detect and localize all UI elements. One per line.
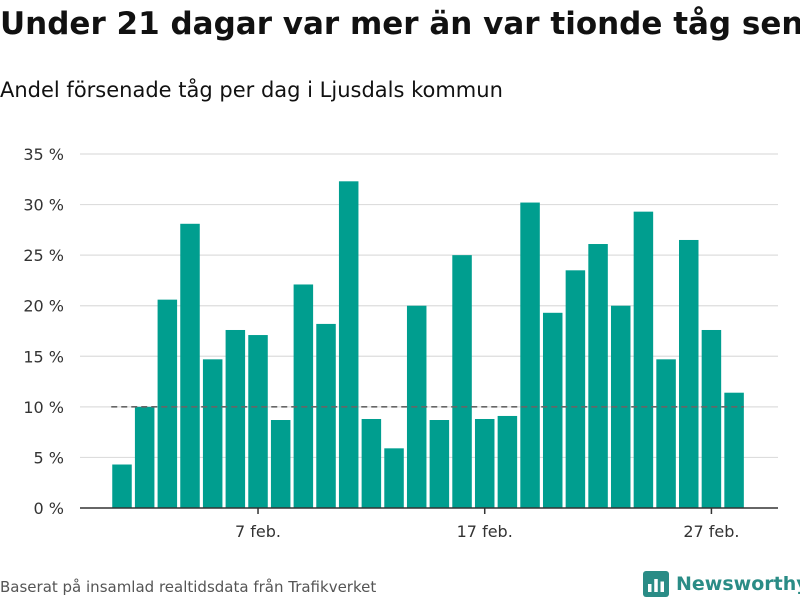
bar: [270, 420, 291, 508]
bar: [633, 211, 654, 508]
bar: [384, 448, 404, 508]
y-axis-tick-labels: 0 % 5 % 10 % 15 % 20 % 25 % 30 % 35 %: [23, 145, 64, 518]
bar: [588, 244, 608, 508]
y-tick-label: 25 %: [23, 246, 64, 265]
bar: [656, 359, 676, 508]
y-tick-label: 10 %: [23, 398, 64, 417]
bar: [565, 270, 586, 508]
bar: [610, 305, 631, 508]
newsworthy-logo: Newsworthy: [643, 568, 800, 600]
bar: [316, 323, 336, 508]
bar: [724, 392, 744, 508]
bar: [361, 418, 382, 508]
x-axis-tick-labels: 7 feb. 17 feb. 27 feb.: [235, 522, 739, 541]
bar: [157, 299, 178, 508]
source-note: Baserat på insamlad realtidsdata från Tr…: [0, 578, 377, 596]
bar: [497, 415, 518, 508]
bar: [293, 284, 314, 508]
y-tick-label: 0 %: [34, 499, 64, 518]
chart-title: Under 21 dagar var mer än var tionde tåg…: [0, 6, 800, 42]
bar: [542, 312, 563, 508]
y-tick-label: 30 %: [23, 196, 64, 215]
brand-name: Newsworthy: [676, 573, 800, 595]
x-tick-label: 17 feb.: [457, 522, 513, 541]
bars: [112, 181, 744, 508]
y-tick-label: 20 %: [23, 297, 64, 316]
bar-chart-logo-icon: [643, 571, 669, 597]
y-tick-label: 15 %: [23, 347, 64, 366]
y-tick-label: 35 %: [23, 145, 64, 164]
bar: [701, 329, 722, 508]
bar: [520, 202, 540, 508]
x-axis: [80, 507, 778, 514]
bar: [452, 255, 472, 508]
y-tick-label: 5 %: [34, 448, 64, 467]
bar: [134, 406, 155, 508]
bar: [338, 181, 359, 508]
bar: [474, 418, 495, 508]
x-tick-label: 27 feb.: [683, 522, 739, 541]
bar: [429, 420, 450, 508]
bar: [225, 329, 246, 508]
bar: [248, 335, 268, 508]
x-tick-label: 7 feb.: [235, 522, 281, 541]
chart-subtitle: Andel försenade tåg per dag i Ljusdals k…: [0, 78, 503, 102]
bar: [180, 223, 200, 508]
bar: [112, 464, 132, 508]
bar: [679, 239, 699, 508]
bar: [202, 359, 223, 508]
bar-chart: 0 % 5 % 10 % 15 % 20 % 25 % 30 % 35 % 7 feb. 17 …: [23, 145, 778, 541]
